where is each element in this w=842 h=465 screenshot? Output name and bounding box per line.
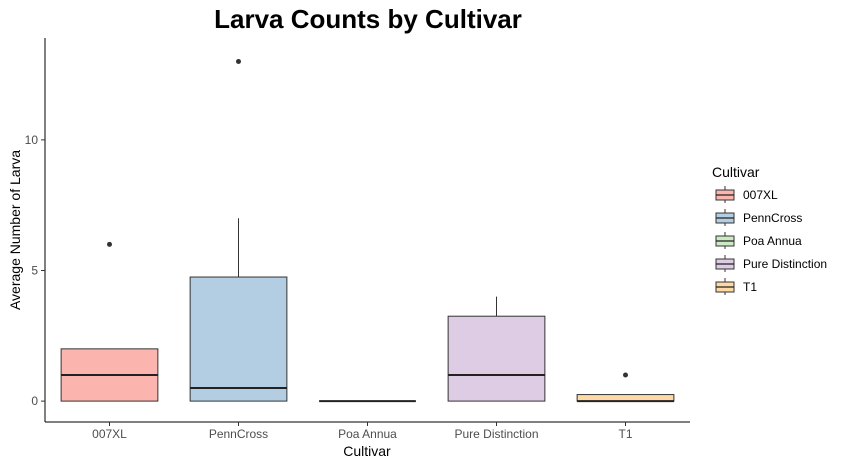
y-tick-label: 5 [31, 263, 38, 277]
x-tick-label: T1 [618, 427, 632, 441]
outlier-point [236, 59, 241, 65]
legend-label: Poa Annua [743, 234, 802, 248]
plot-area: 0 5 10 007XL PennCross Poa Annua Pure Distinct… [25, 38, 690, 441]
y-tick-label: 10 [25, 133, 39, 147]
legend: Cultivar 007XL PennCross Poa Annua Pure Dis… [712, 164, 827, 295]
box-pure-distinction [447, 315, 546, 402]
x-axis-title: Cultivar [343, 443, 391, 459]
outlier-point [107, 241, 112, 247]
y-axis-title: Average Number of Larva [7, 150, 23, 310]
chart-title: Larva Counts by Cultivar [214, 4, 522, 34]
box-penncross [189, 276, 288, 402]
legend-label: Pure Distinction [743, 257, 827, 271]
x-tick-label: 007XL [92, 427, 127, 441]
outlier-point [623, 372, 628, 378]
x-tick-label: Poa Annua [338, 427, 397, 441]
legend-label: PennCross [743, 211, 802, 225]
legend-label: 007XL [743, 188, 778, 202]
x-tick-label: PennCross [209, 427, 268, 441]
legend-title: Cultivar [712, 164, 760, 180]
legend-label: T1 [743, 280, 757, 294]
y-tick-label: 0 [31, 394, 38, 408]
x-tick-label: Pure Distinction [454, 427, 538, 441]
